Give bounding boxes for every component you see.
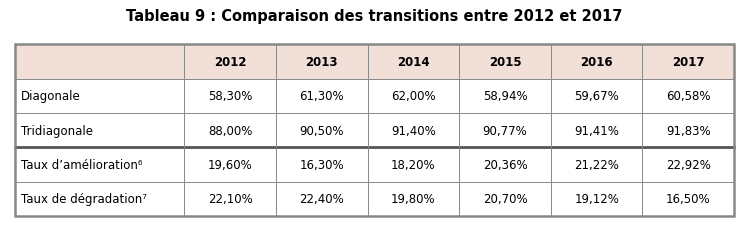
Bar xyxy=(368,182,459,216)
Text: 2017: 2017 xyxy=(672,56,705,69)
Bar xyxy=(184,113,276,148)
Text: 16,30%: 16,30% xyxy=(300,158,344,171)
Bar xyxy=(643,113,734,148)
Bar xyxy=(276,182,368,216)
Bar xyxy=(15,182,184,216)
Text: 2015: 2015 xyxy=(489,56,521,69)
Bar xyxy=(459,182,551,216)
Bar xyxy=(459,45,551,79)
Bar xyxy=(551,79,643,113)
Text: 20,70%: 20,70% xyxy=(482,192,527,205)
Text: 19,12%: 19,12% xyxy=(574,192,619,205)
Text: 22,10%: 22,10% xyxy=(208,192,252,205)
Bar xyxy=(368,79,459,113)
Text: 2016: 2016 xyxy=(580,56,613,69)
Text: 62,00%: 62,00% xyxy=(391,90,436,103)
Text: 18,20%: 18,20% xyxy=(391,158,436,171)
Bar xyxy=(551,148,643,182)
Text: 16,50%: 16,50% xyxy=(666,192,711,205)
Bar xyxy=(643,148,734,182)
Bar xyxy=(368,113,459,148)
Text: 58,30%: 58,30% xyxy=(208,90,252,103)
Text: 61,30%: 61,30% xyxy=(300,90,344,103)
Bar xyxy=(551,113,643,148)
Text: 19,80%: 19,80% xyxy=(391,192,436,205)
Text: Tridiagonale: Tridiagonale xyxy=(21,124,93,137)
Text: 58,94%: 58,94% xyxy=(482,90,527,103)
Bar xyxy=(276,113,368,148)
Text: 91,40%: 91,40% xyxy=(391,124,436,137)
Text: 90,50%: 90,50% xyxy=(300,124,344,137)
Text: Taux de dégradation⁷: Taux de dégradation⁷ xyxy=(21,192,147,205)
Text: 91,41%: 91,41% xyxy=(574,124,619,137)
Text: Tableau 9 : Comparaison des transitions entre 2012 et 2017: Tableau 9 : Comparaison des transitions … xyxy=(127,9,622,24)
Text: 22,40%: 22,40% xyxy=(300,192,345,205)
Text: Diagonale: Diagonale xyxy=(21,90,81,103)
Bar xyxy=(276,148,368,182)
Bar xyxy=(15,79,184,113)
Text: 22,92%: 22,92% xyxy=(666,158,711,171)
Text: 20,36%: 20,36% xyxy=(482,158,527,171)
Bar xyxy=(643,45,734,79)
Bar xyxy=(368,148,459,182)
Bar xyxy=(368,45,459,79)
Text: 90,77%: 90,77% xyxy=(482,124,527,137)
Bar xyxy=(643,79,734,113)
Bar xyxy=(643,182,734,216)
Bar xyxy=(184,148,276,182)
Text: 59,67%: 59,67% xyxy=(574,90,619,103)
Text: 88,00%: 88,00% xyxy=(208,124,252,137)
Text: 21,22%: 21,22% xyxy=(574,158,619,171)
Bar xyxy=(15,113,184,148)
Bar xyxy=(459,79,551,113)
Text: 60,58%: 60,58% xyxy=(666,90,711,103)
Text: Taux d’amélioration⁶: Taux d’amélioration⁶ xyxy=(21,158,142,171)
Text: 2014: 2014 xyxy=(397,56,430,69)
Bar xyxy=(551,45,643,79)
Bar xyxy=(276,45,368,79)
Bar xyxy=(15,148,184,182)
Bar xyxy=(276,79,368,113)
Text: 2013: 2013 xyxy=(306,56,338,69)
Bar xyxy=(551,182,643,216)
Bar xyxy=(15,45,184,79)
Bar xyxy=(184,45,276,79)
Bar xyxy=(459,113,551,148)
Text: 19,60%: 19,60% xyxy=(208,158,252,171)
Bar xyxy=(184,182,276,216)
Bar xyxy=(184,79,276,113)
Text: 2012: 2012 xyxy=(214,56,246,69)
Text: 91,83%: 91,83% xyxy=(666,124,711,137)
Bar xyxy=(459,148,551,182)
Bar xyxy=(15,45,734,216)
